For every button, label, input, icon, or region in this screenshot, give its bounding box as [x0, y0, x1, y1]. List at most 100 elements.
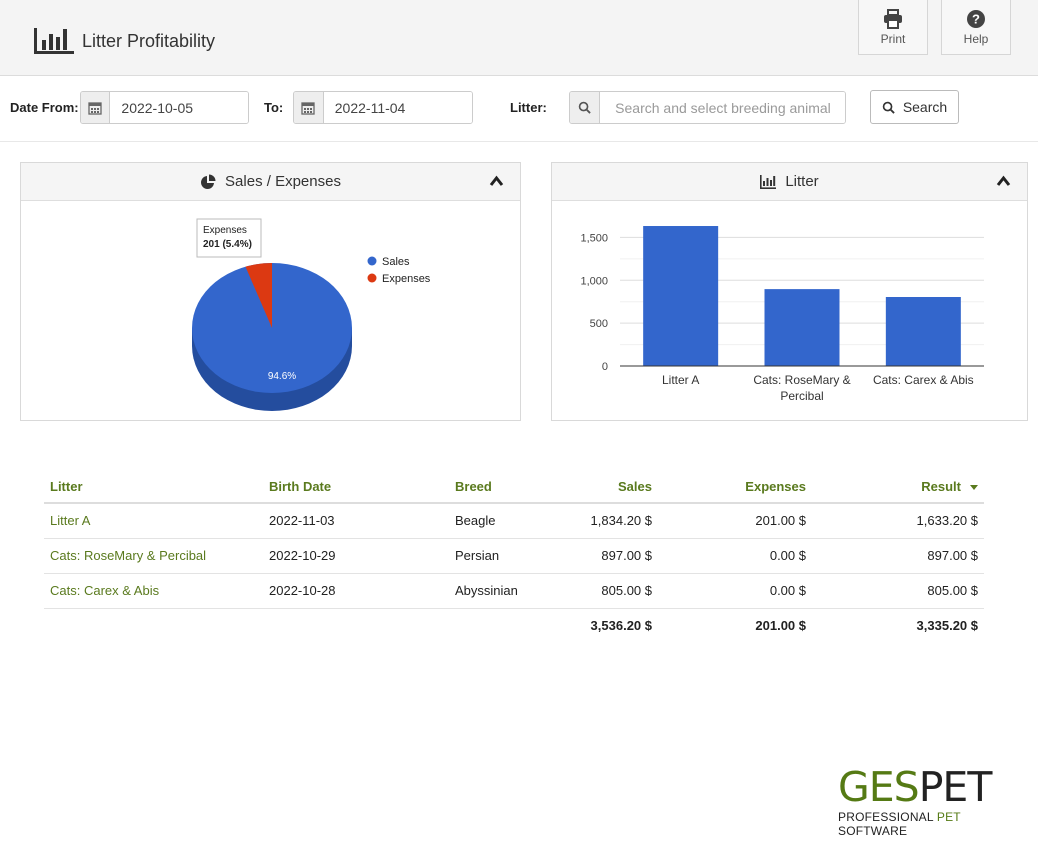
total-sales: 3,536.20 $ — [590, 618, 652, 634]
date-to-field[interactable] — [293, 91, 473, 124]
expenses-cell: 0.00 $ — [658, 573, 812, 609]
totals-row: 3,536.20 $ 201.00 $ 3,335.20 $ — [44, 608, 984, 643]
result-cell: 805.00 $ — [812, 573, 984, 609]
birth-date-cell: 2022-10-28 — [263, 573, 449, 609]
sales-expenses-panel-header: Sales / Expenses — [21, 163, 520, 201]
chevron-up-icon[interactable] — [996, 175, 1011, 187]
table-row: Cats: Carex & Abis 2022-10-28 Abyssinian… — [44, 573, 984, 609]
col-header-expenses[interactable]: Expenses — [658, 470, 812, 504]
x-tick-label: Litter A — [662, 373, 699, 387]
birth-date-cell: 2022-11-03 — [263, 503, 449, 539]
pie-slice-expenses — [245, 263, 272, 328]
x-tick-label: Cats: Carex & Abis — [873, 373, 974, 387]
litter-label: Litter: — [510, 100, 547, 115]
calendar-icon[interactable] — [294, 92, 324, 123]
table-row: Cats: RoseMary & Percibal 2022-10-29 Per… — [44, 538, 984, 574]
y-tick-label: 0 — [602, 361, 608, 373]
total-expenses: 201.00 $ — [755, 618, 806, 634]
brand-tagline: PROFESSIONAL PET SOFTWARE — [838, 810, 1033, 838]
brand-tag-part2: PET — [936, 810, 961, 824]
sales-expenses-panel: Sales / Expenses 94.6% Expenses 201 (5.4%)… — [20, 162, 521, 421]
svg-text:?: ? — [972, 11, 980, 26]
y-tick-label: 1,000 — [580, 275, 608, 287]
litter-link[interactable]: Litter A — [44, 503, 263, 539]
result-cell: 897.00 $ — [812, 538, 984, 574]
print-button[interactable]: Print — [858, 0, 928, 55]
birth-date-cell: 2022-10-29 — [263, 538, 449, 574]
sort-desc-icon — [970, 484, 978, 490]
pie-slice-label: 94.6% — [268, 371, 296, 382]
litter-chart-title: Litter — [785, 173, 819, 190]
search-button-label: Search — [902, 99, 948, 115]
bar — [885, 297, 961, 366]
x-tick-label: Percibal — [780, 389, 823, 403]
result-cell: 1,633.20 $ — [812, 503, 984, 539]
sales-expenses-title: Sales / Expenses — [225, 173, 341, 190]
app-header: Litter Profitability Print ? Help — [0, 0, 1038, 76]
col-header-result-label: Result — [921, 478, 961, 494]
litter-link[interactable]: Cats: Carex & Abis — [44, 573, 263, 609]
search-icon — [882, 101, 895, 114]
brand-name-part2: PET — [918, 763, 993, 811]
brand-name: GESPET — [838, 766, 1033, 808]
sales-cell: 897.00 $ — [559, 538, 658, 574]
pie-tooltip-value: 201 (5.4%) — [203, 239, 252, 250]
litter-search-field[interactable] — [569, 91, 846, 124]
col-header-sales[interactable]: Sales — [559, 470, 658, 504]
date-to-label: To: — [264, 100, 284, 115]
table-row: Litter A 2022-11-03 Beagle 1,834.20 $ 20… — [44, 503, 984, 539]
help-button[interactable]: ? Help — [941, 0, 1011, 55]
filter-bar: Date From: To: Litter: Search — [0, 76, 1038, 142]
date-from-input[interactable] — [110, 92, 248, 123]
bar — [643, 226, 719, 366]
pie-chart-icon — [201, 174, 216, 189]
col-header-litter[interactable]: Litter — [44, 470, 263, 504]
bar-chart-icon — [760, 174, 777, 189]
help-label: Help — [963, 31, 989, 46]
date-from-field[interactable] — [80, 91, 249, 124]
litter-chart-panel-header: Litter — [552, 163, 1027, 201]
sales-cell: 1,834.20 $ — [559, 503, 658, 539]
y-tick-label: 500 — [590, 318, 608, 330]
litter-link[interactable]: Cats: RoseMary & Percibal — [44, 538, 263, 574]
y-tick-label: 1,500 — [580, 232, 608, 244]
table-header-row: Litter Birth Date Breed Sales Expenses R… — [44, 470, 984, 504]
brand-name-part1: GES — [838, 763, 920, 811]
litter-chart-panel: Litter 0 500 1,000 1,500 Litter A Cats: RoseM… — [551, 162, 1028, 421]
expenses-cell: 201.00 $ — [658, 503, 812, 539]
pie-tooltip-box — [196, 218, 262, 258]
print-label: Print — [880, 31, 906, 46]
litter-search-input[interactable] — [600, 92, 845, 123]
date-from-label: Date From: — [10, 100, 79, 115]
print-icon — [884, 8, 902, 29]
bar-chart-logo-icon — [34, 28, 74, 54]
search-button[interactable]: Search — [870, 90, 959, 124]
sales-cell: 805.00 $ — [559, 573, 658, 609]
profitability-table: Litter Birth Date Breed Sales Expenses R… — [44, 470, 984, 643]
breed-cell: Beagle — [449, 503, 559, 539]
col-header-birth-date[interactable]: Birth Date — [263, 470, 449, 504]
legend-label-expenses: Expenses — [382, 273, 431, 285]
gespet-logo: GESPET PROFESSIONAL PET SOFTWARE — [838, 766, 1033, 838]
bar — [764, 289, 840, 366]
legend-marker-expenses — [367, 273, 377, 283]
pie-tooltip-title: Expenses — [203, 225, 247, 236]
x-tick-label: Cats: RoseMary & — [753, 373, 850, 387]
calendar-icon[interactable] — [81, 92, 111, 123]
page-title: Litter Profitability — [34, 26, 215, 56]
col-header-breed[interactable]: Breed — [449, 470, 559, 504]
brand-tag-part1: PROFESSIONAL — [838, 810, 937, 824]
chevron-up-icon[interactable] — [489, 175, 504, 187]
date-to-input[interactable] — [323, 92, 472, 123]
page-title-text: Litter Profitability — [82, 30, 216, 51]
expenses-cell: 0.00 $ — [658, 538, 812, 574]
pie-chart: 94.6% Expenses 201 (5.4%) Sales Expenses — [192, 218, 431, 411]
col-header-result[interactable]: Result — [812, 470, 984, 504]
legend-label-sales: Sales — [382, 256, 410, 268]
search-icon — [570, 92, 601, 123]
breed-cell: Abyssinian — [449, 573, 559, 609]
legend-marker-sales — [367, 256, 377, 266]
total-result: 3,335.20 $ — [916, 618, 978, 634]
pie-tooltip: Expenses 201 (5.4%) — [196, 218, 262, 258]
bar-chart: 0 500 1,000 1,500 Litter A Cats: RoseMary & Pe… — [580, 226, 984, 403]
